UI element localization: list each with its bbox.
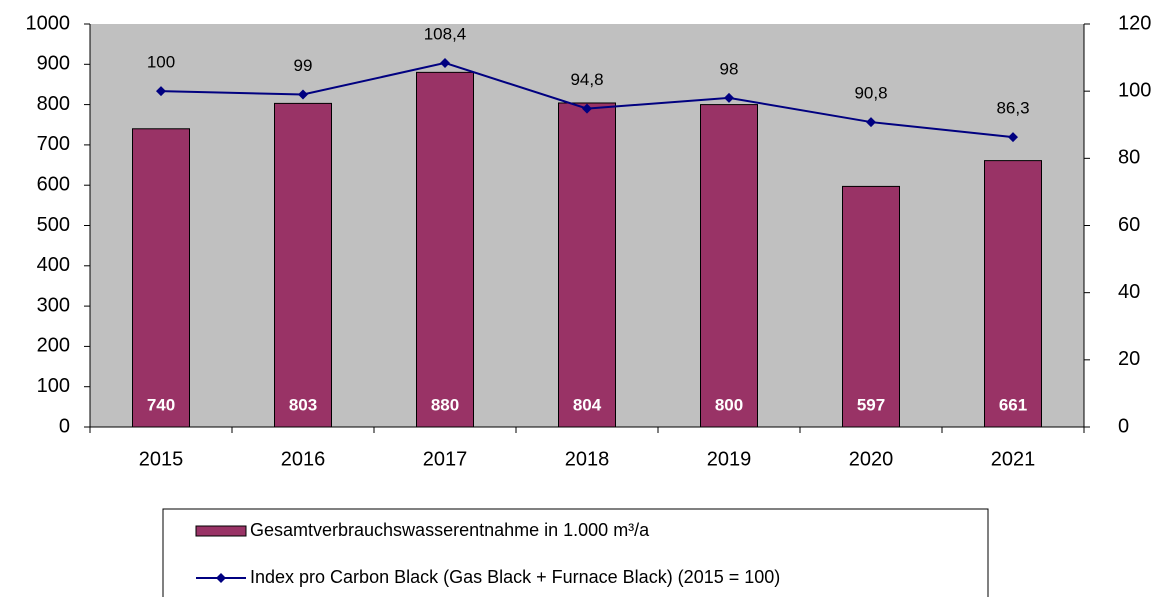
x-tick-label: 2017 — [423, 448, 468, 470]
bar-label: 803 — [289, 395, 317, 414]
y-tick-label: 0 — [59, 415, 70, 437]
legend-label: Index pro Carbon Black (Gas Black + Furn… — [250, 567, 780, 587]
bar-label: 661 — [999, 395, 1027, 414]
bar — [984, 160, 1042, 428]
x-tick-label: 2019 — [707, 448, 752, 470]
y-tick-label: 600 — [37, 173, 70, 195]
y2-tick-label: 100 — [1118, 79, 1151, 101]
marker — [156, 86, 166, 97]
legend-swatch — [216, 573, 226, 583]
value-label: 94,8 — [570, 70, 603, 89]
x-tick-label: 2015 — [139, 448, 184, 470]
value-label: 108,4 — [424, 24, 467, 43]
marker — [724, 92, 734, 103]
bar — [416, 71, 474, 428]
bar-label: 880 — [431, 395, 459, 414]
y2-tick-label: 60 — [1118, 214, 1140, 236]
legend-box — [162, 508, 989, 597]
legend-label: Gesamtverbrauchswasserentnahme in 1.000 … — [250, 520, 650, 540]
marker — [440, 57, 450, 68]
bar — [132, 128, 190, 428]
bar — [700, 104, 758, 428]
bar — [842, 185, 900, 428]
y2-tick-label: 80 — [1118, 147, 1140, 169]
marker — [298, 89, 308, 100]
y-tick-label: 100 — [37, 375, 70, 397]
bar-label: 800 — [715, 395, 743, 414]
value-label: 99 — [294, 56, 313, 75]
y-tick-label: 1000 — [26, 12, 71, 34]
y-tick-label: 700 — [37, 133, 70, 155]
y2-tick-label: 40 — [1118, 281, 1140, 303]
bar-label: 740 — [147, 395, 175, 414]
y2-tick-label: 20 — [1118, 348, 1140, 370]
x-tick-label: 2021 — [991, 448, 1036, 470]
value-label: 86,3 — [996, 99, 1029, 118]
y-tick-label: 800 — [37, 93, 70, 115]
y-tick-label: 900 — [37, 53, 70, 75]
marker — [582, 103, 592, 114]
value-label: 100 — [147, 53, 175, 72]
x-tick-label: 2018 — [565, 448, 610, 470]
y-tick-label: 500 — [37, 214, 70, 236]
bar — [274, 102, 332, 428]
bar — [558, 102, 616, 428]
value-label: 98 — [720, 59, 739, 78]
value-label: 90,8 — [854, 84, 887, 103]
y2-tick-label: 120 — [1118, 12, 1151, 34]
x-tick-label: 2020 — [849, 448, 894, 470]
legend-swatch — [195, 525, 247, 537]
bar-label: 804 — [573, 395, 602, 414]
y-tick-label: 300 — [37, 294, 70, 316]
bar-label: 597 — [857, 395, 885, 414]
marker — [866, 117, 876, 128]
y-tick-label: 200 — [37, 335, 70, 357]
y-tick-label: 400 — [37, 254, 70, 276]
y2-tick-label: 0 — [1118, 415, 1129, 437]
marker — [1008, 132, 1018, 143]
x-tick-label: 2016 — [281, 448, 326, 470]
